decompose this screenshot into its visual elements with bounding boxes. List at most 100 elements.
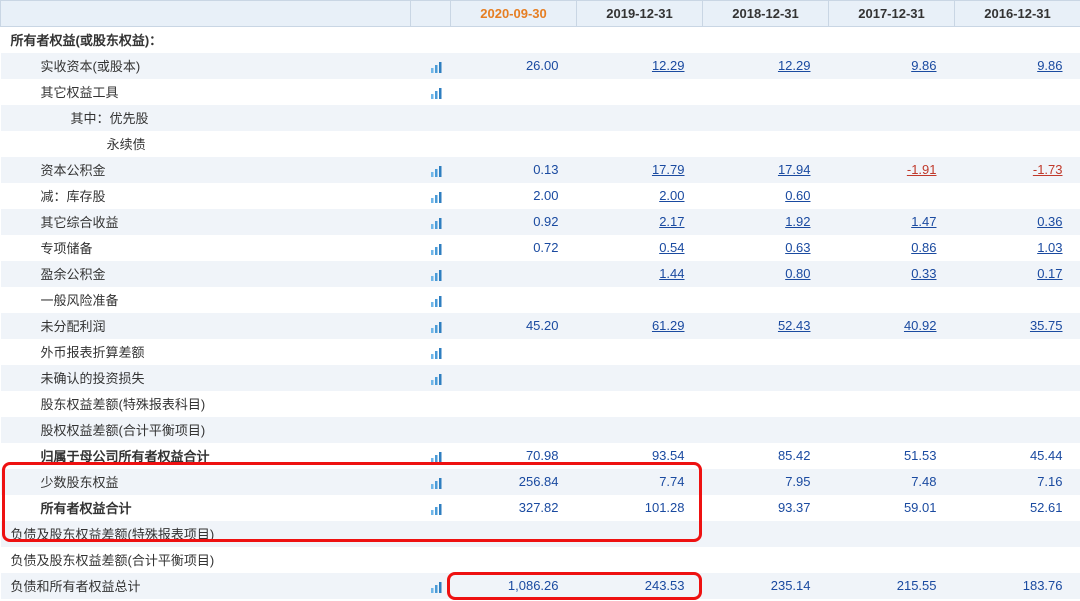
cell-paidin-4[interactable]: 9.86 <box>955 53 1080 79</box>
cell-otherinst-2 <box>703 79 829 105</box>
bar-chart-icon[interactable] <box>431 266 443 281</box>
cell-oci-1[interactable]: 2.17 <box>577 209 703 235</box>
cell-spec-4[interactable]: 1.03 <box>955 235 1080 261</box>
row-undist: 未分配利润45.2061.2952.4340.9235.75 <box>1 313 1080 339</box>
cell-unconf-3 <box>829 365 955 391</box>
cell-treas-2[interactable]: 0.60 <box>703 183 829 209</box>
cell-capres-0[interactable]: 0.13 <box>451 157 577 183</box>
chart-icon-capres[interactable] <box>411 157 451 183</box>
cell-surp-4[interactable]: 0.17 <box>955 261 1080 287</box>
cell-totaleq-4[interactable]: 52.61 <box>955 495 1080 521</box>
cell-oci-3[interactable]: 1.47 <box>829 209 955 235</box>
chart-icon-risk[interactable] <box>411 287 451 313</box>
cell-treas-0[interactable]: 2.00 <box>451 183 577 209</box>
chart-icon-fxdiff[interactable] <box>411 339 451 365</box>
bar-chart-icon[interactable] <box>431 188 443 203</box>
bar-chart-icon[interactable] <box>431 292 443 307</box>
cell-totaleq-2[interactable]: 93.37 <box>703 495 829 521</box>
cell-surp-2[interactable]: 0.80 <box>703 261 829 287</box>
header-date-2[interactable]: 2018-12-31 <box>703 1 829 27</box>
cell-capres-1[interactable]: 17.79 <box>577 157 703 183</box>
bar-chart-icon[interactable] <box>431 344 443 359</box>
cell-undist-3[interactable]: 40.92 <box>829 313 955 339</box>
chart-icon-oci[interactable] <box>411 209 451 235</box>
cell-paidin-2[interactable]: 12.29 <box>703 53 829 79</box>
cell-spec-0[interactable]: 0.72 <box>451 235 577 261</box>
bar-chart-icon[interactable] <box>431 240 443 255</box>
cell-minor-0[interactable]: 256.84 <box>451 469 577 495</box>
cell-spec-2[interactable]: 0.63 <box>703 235 829 261</box>
chart-icon-surp[interactable] <box>411 261 451 287</box>
chart-icon-treas[interactable] <box>411 183 451 209</box>
cell-oci-2[interactable]: 1.92 <box>703 209 829 235</box>
chart-icon-spec[interactable] <box>411 235 451 261</box>
chart-icon-total[interactable] <box>411 573 451 599</box>
cell-undist-0[interactable]: 45.20 <box>451 313 577 339</box>
cell-minor-2[interactable]: 7.95 <box>703 469 829 495</box>
bar-chart-icon[interactable] <box>431 500 443 515</box>
cell-total-1[interactable]: 243.53 <box>577 573 703 599</box>
cell-undist-1[interactable]: 61.29 <box>577 313 703 339</box>
cell-surp-3[interactable]: 0.33 <box>829 261 955 287</box>
cell-fxdiff-3 <box>829 339 955 365</box>
row-paidin: 实收资本(或股本)26.0012.2912.299.869.86 <box>1 53 1080 79</box>
chart-icon-otherinst[interactable] <box>411 79 451 105</box>
cell-treas-1[interactable]: 2.00 <box>577 183 703 209</box>
cell-undist-2[interactable]: 52.43 <box>703 313 829 339</box>
cell-minor-4[interactable]: 7.16 <box>955 469 1080 495</box>
cell-total-2[interactable]: 235.14 <box>703 573 829 599</box>
cell-eqdiff2-0 <box>451 417 577 443</box>
bar-chart-icon[interactable] <box>431 162 443 177</box>
chart-icon-parent[interactable] <box>411 443 451 469</box>
bar-chart-icon[interactable] <box>431 448 443 463</box>
cell-minor-3[interactable]: 7.48 <box>829 469 955 495</box>
cell-total-0[interactable]: 1,086.26 <box>451 573 577 599</box>
bar-chart-icon[interactable] <box>431 58 443 73</box>
cell-paidin-3[interactable]: 9.86 <box>829 53 955 79</box>
cell-parent-1[interactable]: 93.54 <box>577 443 703 469</box>
chart-icon-undist[interactable] <box>411 313 451 339</box>
bar-chart-icon[interactable] <box>431 370 443 385</box>
cell-leqdiff2-4 <box>955 547 1080 573</box>
bar-chart-icon[interactable] <box>431 84 443 99</box>
row-surp: 盈余公积金1.440.800.330.17 <box>1 261 1080 287</box>
cell-capres-2[interactable]: 17.94 <box>703 157 829 183</box>
header-date-3[interactable]: 2017-12-31 <box>829 1 955 27</box>
cell-parent-4[interactable]: 45.44 <box>955 443 1080 469</box>
cell-total-3[interactable]: 215.55 <box>829 573 955 599</box>
cell-eqdiff2-2 <box>703 417 829 443</box>
cell-spec-3[interactable]: 0.86 <box>829 235 955 261</box>
cell-capres-3[interactable]: -1.91 <box>829 157 955 183</box>
header-date-4[interactable]: 2016-12-31 <box>955 1 1080 27</box>
header-date-1[interactable]: 2019-12-31 <box>577 1 703 27</box>
cell-parent-3[interactable]: 51.53 <box>829 443 955 469</box>
cell-undist-4[interactable]: 35.75 <box>955 313 1080 339</box>
row-label-fxdiff: 外币报表折算差额 <box>1 339 411 365</box>
row-label-leqdiff1: 负债及股东权益差额(特殊报表项目) <box>1 521 411 547</box>
cell-totaleq-0[interactable]: 327.82 <box>451 495 577 521</box>
cell-parent-0[interactable]: 70.98 <box>451 443 577 469</box>
row-label-parent: 归属于母公司所有者权益合计 <box>1 443 411 469</box>
cell-surp-1[interactable]: 1.44 <box>577 261 703 287</box>
cell-oci-0[interactable]: 0.92 <box>451 209 577 235</box>
bar-chart-icon[interactable] <box>431 474 443 489</box>
chart-icon-paidin[interactable] <box>411 53 451 79</box>
chart-icon-unconf[interactable] <box>411 365 451 391</box>
bar-chart-icon[interactable] <box>431 318 443 333</box>
cell-oci-4[interactable]: 0.36 <box>955 209 1080 235</box>
cell-total-4[interactable]: 183.76 <box>955 573 1080 599</box>
cell-capres-4[interactable]: -1.73 <box>955 157 1080 183</box>
header-date-0[interactable]: 2020-09-30 <box>451 1 577 27</box>
chart-icon-totaleq[interactable] <box>411 495 451 521</box>
row-unconf: 未确认的投资损失 <box>1 365 1080 391</box>
cell-totaleq-1[interactable]: 101.28 <box>577 495 703 521</box>
bar-chart-icon[interactable] <box>431 578 443 593</box>
cell-paidin-0[interactable]: 26.00 <box>451 53 577 79</box>
cell-totaleq-3[interactable]: 59.01 <box>829 495 955 521</box>
cell-minor-1[interactable]: 7.74 <box>577 469 703 495</box>
cell-spec-1[interactable]: 0.54 <box>577 235 703 261</box>
cell-parent-2[interactable]: 85.42 <box>703 443 829 469</box>
cell-paidin-1[interactable]: 12.29 <box>577 53 703 79</box>
bar-chart-icon[interactable] <box>431 214 443 229</box>
chart-icon-minor[interactable] <box>411 469 451 495</box>
